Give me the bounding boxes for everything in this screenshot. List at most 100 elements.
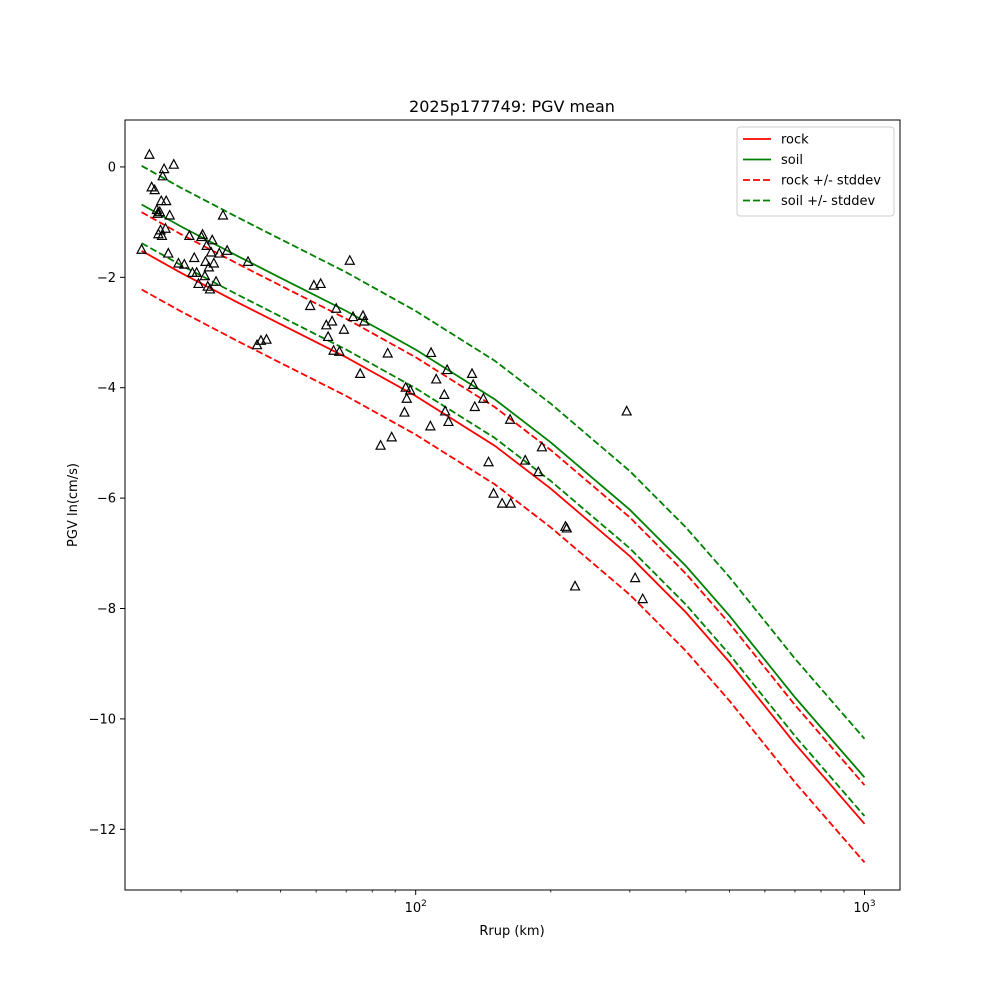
legend-box [736, 126, 895, 217]
observation-marker [201, 239, 213, 250]
x-tick-label: 103 [853, 899, 875, 916]
observation-marker [621, 405, 633, 416]
observation-marker [404, 384, 416, 395]
y-tick-label: −10 [89, 712, 116, 727]
observation-marker [358, 315, 370, 326]
observation-marker [199, 255, 211, 266]
plot-lines [141, 165, 866, 863]
observation-marker [330, 302, 342, 313]
observation-marker [152, 207, 164, 218]
observation-marker [442, 415, 454, 427]
observation-marker [162, 247, 174, 258]
observation-marker [157, 170, 169, 181]
observation-marker [561, 522, 573, 533]
observation-marker [143, 148, 155, 159]
observation-marker [338, 323, 350, 334]
observation-marker [308, 279, 320, 290]
y-tick-label: 0 [108, 160, 116, 175]
observation-marker [569, 580, 581, 591]
x-tick-exponent: 3 [870, 899, 876, 909]
legend: rock soil rock +/- stddev soil +/- stddev [736, 126, 895, 217]
y-tick-label: −2 [97, 271, 116, 286]
observation-marker [136, 243, 148, 254]
observation-marker [188, 251, 200, 263]
series-line-6 [141, 242, 866, 817]
observation-marker [156, 229, 168, 241]
observation-marker [519, 454, 531, 465]
observation-marker [354, 367, 366, 379]
plot-frame [124, 119, 901, 891]
observation-marker [221, 244, 233, 255]
observation-marker [178, 258, 190, 269]
observation-marker [217, 209, 229, 220]
observation-marker [199, 269, 211, 281]
series-line-5 [141, 165, 866, 740]
observation-marker [466, 367, 478, 379]
observation-marker [164, 209, 176, 220]
observation-marker [154, 205, 166, 217]
observation-marker [438, 388, 450, 399]
y-axis-ticks: 0 −2 −4 −6 −8 −10 −12 [89, 160, 125, 838]
observation-marker [401, 392, 413, 403]
observation-marker [191, 266, 203, 277]
observation-marker [206, 234, 218, 245]
observation-marker [483, 455, 495, 467]
chart-title: 2025p177749: PGV mean [409, 97, 615, 116]
x-tick-exponent: 2 [421, 899, 427, 909]
observation-marker [213, 247, 225, 258]
observation-marker [328, 344, 340, 355]
observation-marker [398, 406, 410, 417]
observation-marker [496, 497, 508, 508]
observation-marker [536, 441, 548, 452]
observation-marker [172, 257, 184, 268]
observation-marker [168, 158, 180, 169]
observation-marker [183, 229, 195, 241]
legend-label: rock +/- stddev [781, 174, 881, 189]
observation-marker [326, 315, 338, 326]
x-axis-ticks: 102 103 [180, 890, 876, 916]
observation-marker [344, 254, 356, 265]
observation-marker [322, 330, 334, 342]
x-axis-label: Rrup (km) [479, 924, 544, 939]
observation-marker [202, 280, 214, 291]
observation-marker [629, 571, 641, 583]
observation-marker [260, 333, 272, 344]
series-line-4 [141, 288, 866, 863]
observation-marker [504, 413, 516, 424]
observation-marker [477, 392, 489, 403]
series-line-2 [141, 203, 866, 778]
observation-marker [637, 592, 649, 604]
observation-marker [333, 345, 345, 356]
y-tick-label: −4 [97, 381, 116, 396]
observation-marker [430, 373, 442, 384]
observation-marker [149, 183, 161, 195]
series-line-3 [141, 211, 866, 786]
observation-marker [197, 228, 209, 239]
legend-label: soil [781, 153, 803, 168]
observation-marker [347, 310, 359, 322]
observation-marker [488, 487, 500, 498]
x-tick-label: 102 [405, 899, 427, 916]
observation-marker [386, 431, 398, 442]
legend-label: rock [781, 133, 809, 148]
observation-markers [136, 148, 649, 604]
observation-marker [467, 378, 479, 390]
observation-marker [505, 497, 517, 508]
observation-marker [532, 465, 544, 477]
observation-marker [210, 275, 222, 286]
observation-marker [400, 381, 412, 392]
y-tick-label: −6 [97, 492, 116, 507]
observation-marker [204, 283, 216, 294]
observation-marker [192, 277, 204, 289]
observation-marker [160, 222, 172, 233]
observation-marker [425, 346, 437, 358]
observation-marker [382, 347, 394, 358]
y-tick-label: −8 [97, 602, 116, 617]
series-line-1 [141, 250, 866, 825]
observation-marker [205, 246, 217, 257]
legend-label: soil +/- stddev [781, 194, 876, 209]
observation-marker [441, 363, 453, 375]
observation-marker [315, 277, 327, 289]
observation-marker [469, 400, 481, 412]
